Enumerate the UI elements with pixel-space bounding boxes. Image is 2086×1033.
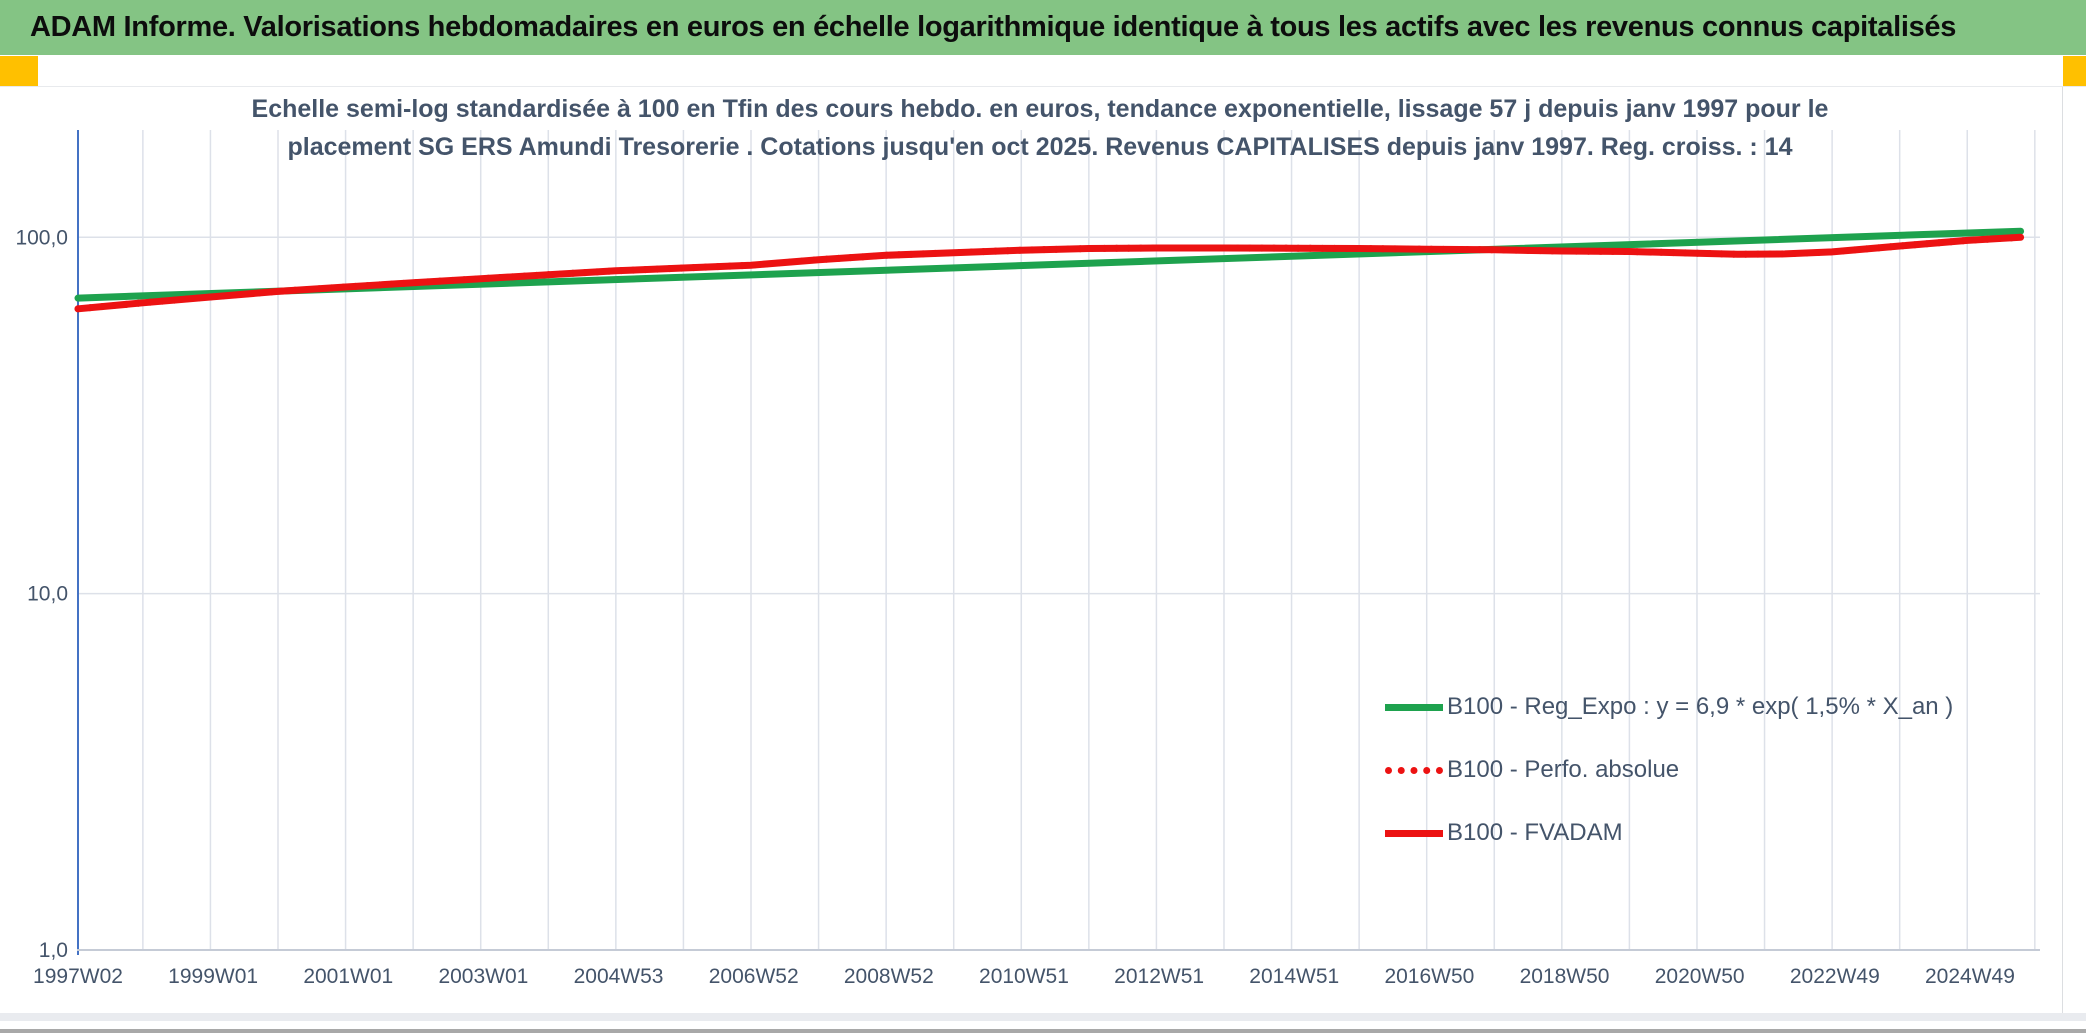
legend-swatch-red-solid-line (1385, 829, 1443, 837)
left-accent-square (0, 56, 38, 86)
series-line-2[interactable] (74, 233, 2025, 313)
bottom-window-edge (0, 1029, 2086, 1033)
page-title: ADAM Informe. Valorisations hebdomadaire… (30, 11, 1957, 43)
x-axis-tick-label: 2024W49 (1925, 965, 2015, 988)
legend-swatch-red-dotted-line (1385, 766, 1443, 774)
x-axis-tick-label: 2018W50 (1520, 965, 1610, 988)
legend-label-fvadam: B100 - FVADAM (1447, 819, 1623, 846)
chart-title-line-1: Echelle semi-log standardisée à 100 en T… (251, 95, 1829, 123)
legend-item-perfo-absolue[interactable]: B100 - Perfo. absolue (1385, 755, 1953, 785)
x-axis-tick-label: 2001W01 (303, 965, 393, 988)
x-axis-tick-label: 2006W52 (709, 965, 799, 988)
row-divider (0, 86, 2086, 87)
right-accent-square (2063, 56, 2086, 86)
y-axis-tick-label: 1,0 (39, 939, 68, 962)
legend-item-fvadam[interactable]: B100 - FVADAM (1385, 818, 1953, 848)
x-axis-tick-label: 2010W51 (979, 965, 1069, 988)
legend-label-perfo-absolue: B100 - Perfo. absolue (1447, 756, 1680, 783)
x-axis-tick-label: 2014W51 (1249, 965, 1339, 988)
x-axis-tick-label: 2016W50 (1384, 965, 1474, 988)
y-axis-tick-label: 10,0 (27, 583, 68, 606)
x-axis-tick-label: 2012W51 (1114, 965, 1204, 988)
x-axis-tick-label: 2020W50 (1655, 965, 1745, 988)
legend: B100 - Reg_Expo : y = 6,9 * exp( 1,5% * … (1385, 692, 1953, 848)
x-axis-tick-label: 2004W53 (574, 965, 664, 988)
legend-swatch-green-line (1385, 703, 1443, 711)
bottom-light-strip (0, 1013, 2086, 1021)
x-axis-tick-label: 1999W01 (168, 965, 258, 988)
legend-label-reg-expo: B100 - Reg_Expo : y = 6,9 * exp( 1,5% * … (1447, 693, 1954, 720)
header-bar: ADAM Informe. Valorisations hebdomadaire… (0, 0, 2086, 55)
chart-title: Echelle semi-log standardisée à 100 en T… (240, 90, 1840, 166)
chart-title-line-2: placement SG ERS Amundi Tresorerie . Cot… (287, 133, 1793, 161)
legend-item-reg-expo[interactable]: B100 - Reg_Expo : y = 6,9 * exp( 1,5% * … (1385, 692, 1953, 722)
y-axis-tick-label: 100,0 (15, 226, 68, 249)
chart-object-border (2062, 87, 2063, 1013)
x-axis-tick-label: 2003W01 (438, 965, 528, 988)
x-axis-tick-label: 2008W52 (844, 965, 934, 988)
x-axis-tick-label: 1997W02 (33, 965, 123, 988)
x-axis-tick-label: 2022W49 (1790, 965, 1880, 988)
